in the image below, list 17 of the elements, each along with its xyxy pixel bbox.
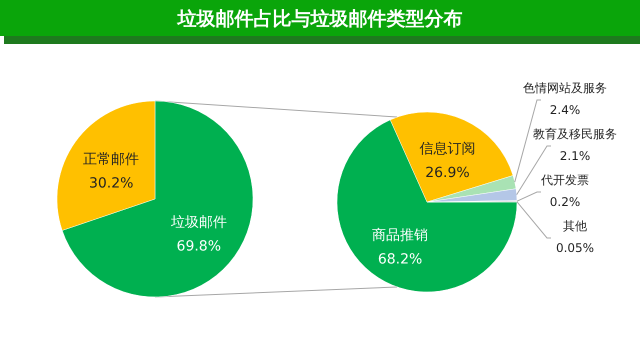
data-label: 69.8% xyxy=(176,238,222,254)
slice-label: 正常邮件 xyxy=(83,152,140,168)
data-label: 0.2% xyxy=(550,195,580,209)
data-label: 26.9% xyxy=(425,164,470,181)
data-label: 0.05% xyxy=(556,241,594,255)
slice-label: 商品推销 xyxy=(372,228,428,244)
data-label: 30.2% xyxy=(88,176,134,192)
data-label: 2.4% xyxy=(550,103,580,117)
slice-label: 信息订阅 xyxy=(419,140,476,157)
slice-label: 教育及移民服务 xyxy=(533,127,617,141)
slice-label: 其他 xyxy=(563,219,587,233)
slice-label: 色情网站及服务 xyxy=(523,81,607,95)
slice-label: 代开发票 xyxy=(540,173,589,187)
data-label: 2.1% xyxy=(560,149,590,163)
data-label: 68.2% xyxy=(378,252,422,268)
text: 垃圾邮件占比与垃圾邮件类型分布 xyxy=(176,8,462,30)
slice-label: 垃圾邮件 xyxy=(170,214,227,230)
